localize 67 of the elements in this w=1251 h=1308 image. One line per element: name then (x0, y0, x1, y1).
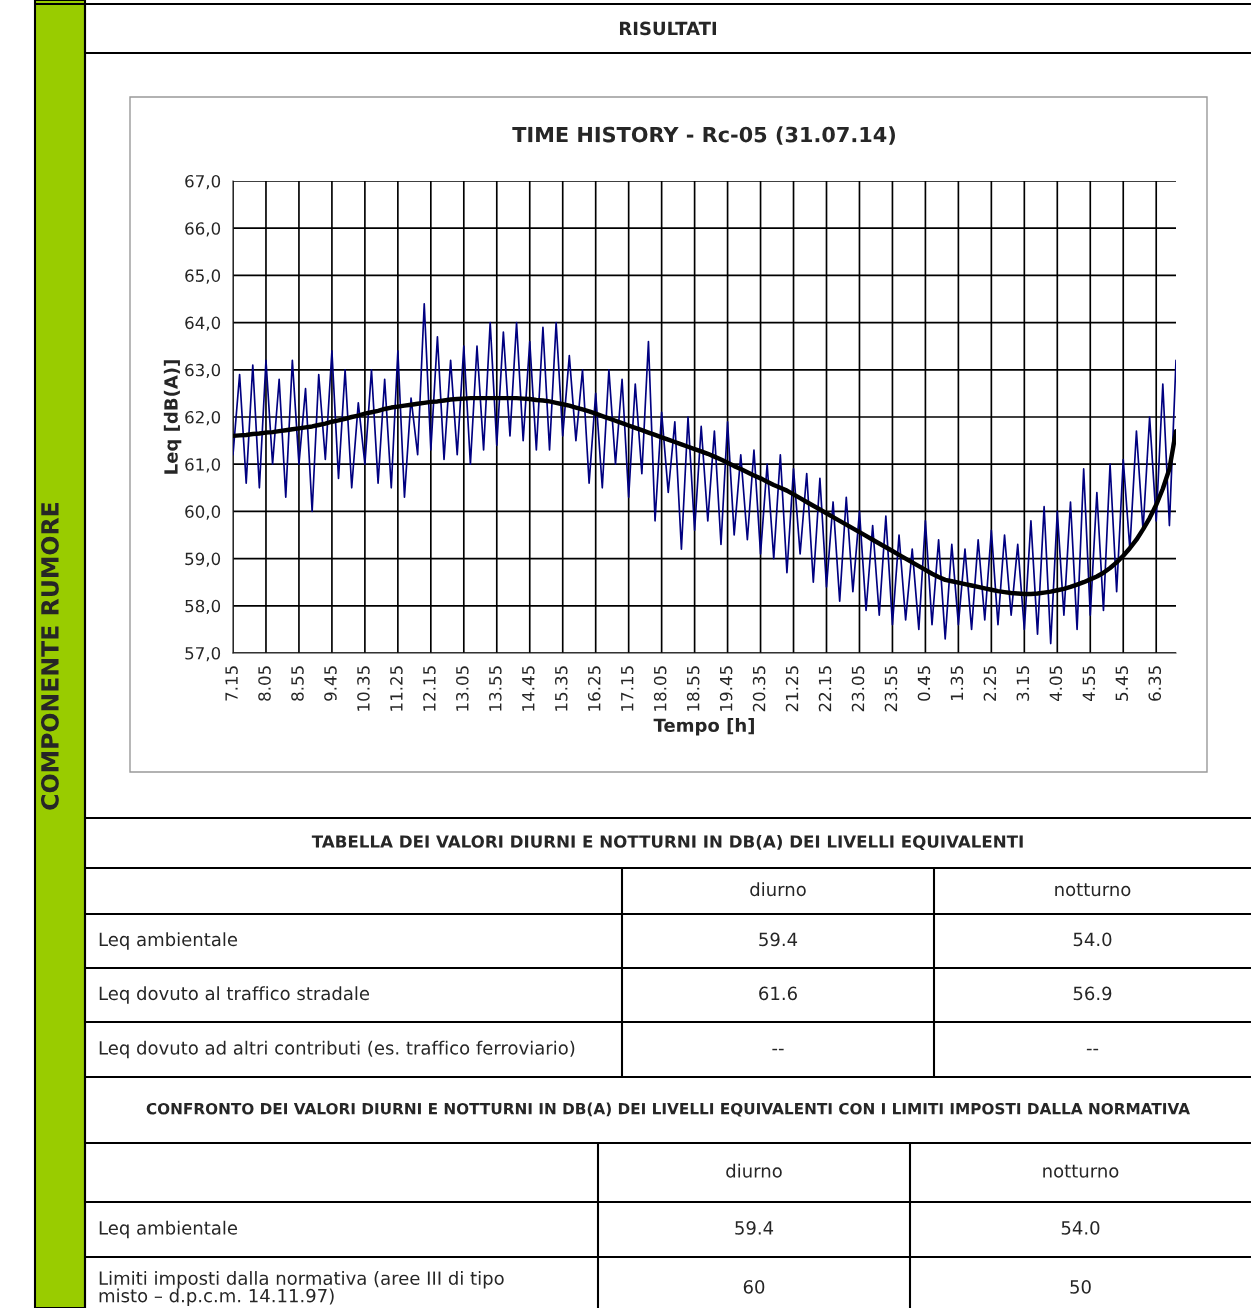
text: 54.0 (1073, 932, 1112, 947)
text: 61.6 (759, 986, 797, 1001)
x-tick-label: 4.55 (1082, 666, 1096, 702)
text: Leq dovuto ad altri contributi (es. traffico ferroviario) (99, 1040, 575, 1059)
x-tick-label: 10.35 (357, 666, 370, 711)
text: 56.9 (1073, 986, 1112, 1001)
text: diurno (726, 1163, 782, 1178)
text: COMPONENTE RUMORE (40, 502, 59, 810)
x-tick-label: 6.35 (1148, 666, 1162, 701)
line-series (233, 302, 1176, 645)
x-tick-label: 11.25 (390, 666, 403, 711)
x-tick-label: 14.45 (522, 666, 535, 711)
text: 60 (743, 1280, 765, 1294)
y-tick-label: 61,0 (185, 458, 221, 473)
x-tick-label: 8.05 (258, 666, 271, 701)
y-tick-label: 60,0 (185, 505, 221, 520)
y-tick-label: 67,0 (185, 174, 221, 190)
text: notturno (1055, 883, 1131, 897)
x-tick-label: 22.15 (818, 666, 832, 712)
x-tick-label: 13.05 (456, 666, 469, 711)
x-tick-label: 7.15 (225, 666, 238, 701)
x-tick-label: 18.05 (653, 666, 667, 711)
text: 54.0 (1061, 1221, 1100, 1235)
text: notturno (1043, 1164, 1119, 1178)
y-tick-label: 63,0 (185, 363, 221, 379)
x-tick-label: 2.25 (983, 666, 997, 701)
text: 50 (1070, 1280, 1091, 1294)
text: diurno (750, 882, 806, 897)
x-tick-label: 23.05 (851, 666, 865, 712)
x-tick-label: 8.55 (291, 666, 304, 701)
text: 59.4 (759, 932, 798, 947)
x-tick-label: 9.45 (324, 666, 337, 701)
y-tick-label: 59,0 (185, 552, 221, 567)
x-tick-label: 3.15 (1016, 666, 1030, 701)
x-axis-title: Tempo [h] (653, 718, 754, 736)
x-tick-label: 5.45 (1115, 666, 1129, 701)
x-tick-label: 12.15 (423, 666, 436, 711)
text: -- (772, 1048, 784, 1051)
y-tick-label: 58,0 (185, 599, 221, 615)
x-tick-label: 1.35 (950, 666, 964, 701)
text: TABELLA DEI VALORI DIURNI E NOTTURNI IN DB(A) DEI LIVELLI EQUIVALENTI (311, 834, 1023, 851)
y-tick-label: 64,0 (185, 316, 221, 331)
x-tick-label: 23.55 (884, 666, 898, 712)
y-tick-label: 57,0 (185, 646, 221, 662)
text: CONFRONTO DEI VALORI DIURNI E NOTTURNI IN DB(A) DEI LIVELLI EQUIVALENTI CON I LIMITI IMPOSTI DALLA NORMATIVA (146, 1102, 1190, 1117)
y-tick-label: 66,0 (185, 222, 221, 237)
x-tick-label: 20.35 (752, 666, 766, 712)
y-tick-label: 62,0 (185, 410, 221, 426)
y-axis-title: Leq [dB(A)] (163, 360, 182, 474)
text: RISULTATI (619, 21, 716, 36)
text: -- (1086, 1048, 1099, 1051)
text: Limiti imposti dalla normativa (aree III di tipo misto – d.p.c.m. 14.11.97) (99, 1271, 504, 1306)
x-tick-label: 15.35 (554, 666, 568, 711)
chart-title: TIME HISTORY - Rc-05 (31.07.14) (512, 126, 895, 145)
text: Leq ambientale (99, 932, 238, 950)
x-tick-label: 4.05 (1049, 666, 1063, 702)
y-tick-label: 65,0 (185, 269, 221, 284)
x-tick-label: 19.45 (719, 666, 733, 711)
text: 59.4 (735, 1221, 774, 1235)
x-tick-label: 21.25 (785, 666, 799, 712)
x-tick-label: 0.45 (917, 666, 931, 701)
x-tick-label: 13.55 (489, 666, 502, 711)
x-tick-label: 18.55 (686, 666, 700, 711)
text: Leq dovuto al traffico stradale (99, 986, 370, 1004)
text: Leq ambientale (99, 1220, 238, 1239)
x-tick-label: 17.15 (621, 666, 634, 711)
x-tick-label: 16.25 (587, 666, 601, 711)
